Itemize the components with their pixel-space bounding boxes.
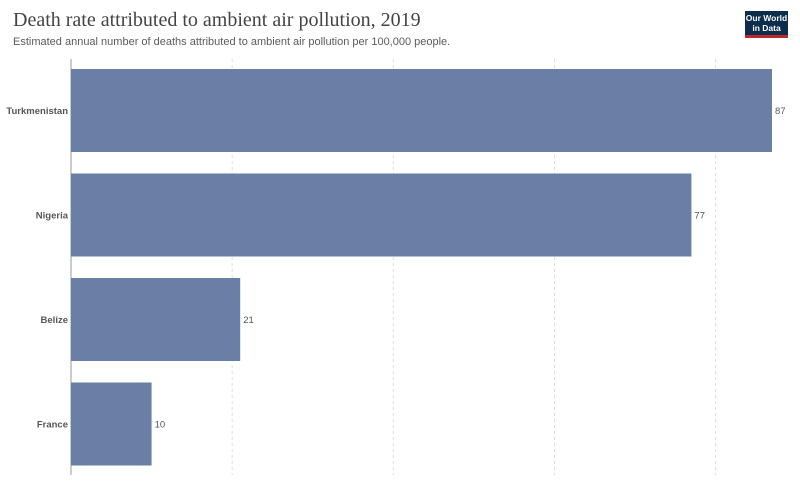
chart-subtitle: Estimated annual number of deaths attrib… [13, 36, 451, 48]
logo-line-2: in Data [752, 23, 781, 33]
value-label-turkmenistan: 87 [775, 106, 786, 117]
bars: Turkmenistan 87 Nigeria 77 Belize 21 France 10 [6, 69, 786, 466]
category-label-france: France [37, 420, 68, 431]
chart-title: Death rate attributed to ambient air pol… [13, 9, 421, 31]
bar-france[interactable] [71, 382, 152, 466]
bar-nigeria[interactable] [71, 173, 692, 257]
owid-logo[interactable]: Our World in Data [745, 11, 788, 38]
bar-belize[interactable] [71, 278, 241, 361]
value-label-belize: 21 [243, 315, 254, 326]
category-label-belize: Belize [41, 315, 68, 326]
logo-line-1: Our World [745, 13, 788, 23]
category-label-nigeria: Nigeria [36, 211, 69, 222]
value-label-nigeria: 77 [694, 211, 705, 222]
bar-turkmenistan[interactable] [71, 69, 772, 152]
value-label-france: 10 [155, 420, 166, 431]
category-label-turkmenistan: Turkmenistan [6, 106, 68, 117]
